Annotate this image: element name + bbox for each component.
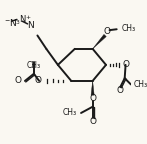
Text: CH₃: CH₃ [62,108,77,118]
Text: $_{\mathsf{3}}$N$^{+}$: $_{\mathsf{3}}$N$^{+}$ [15,14,32,27]
Text: O: O [89,94,96,103]
Text: O: O [117,86,124,95]
Text: CH₃: CH₃ [134,80,147,89]
Text: O: O [103,27,110,36]
Text: N: N [28,21,34,30]
Text: O: O [35,76,42,85]
Text: CH₃: CH₃ [122,24,136,33]
Polygon shape [91,81,94,95]
Text: $^{-}$N: $^{-}$N [4,17,18,28]
Text: O: O [123,60,130,69]
Text: O: O [14,76,21,85]
Text: O: O [89,117,96,126]
Polygon shape [93,34,106,49]
Text: CH₃: CH₃ [27,61,41,70]
